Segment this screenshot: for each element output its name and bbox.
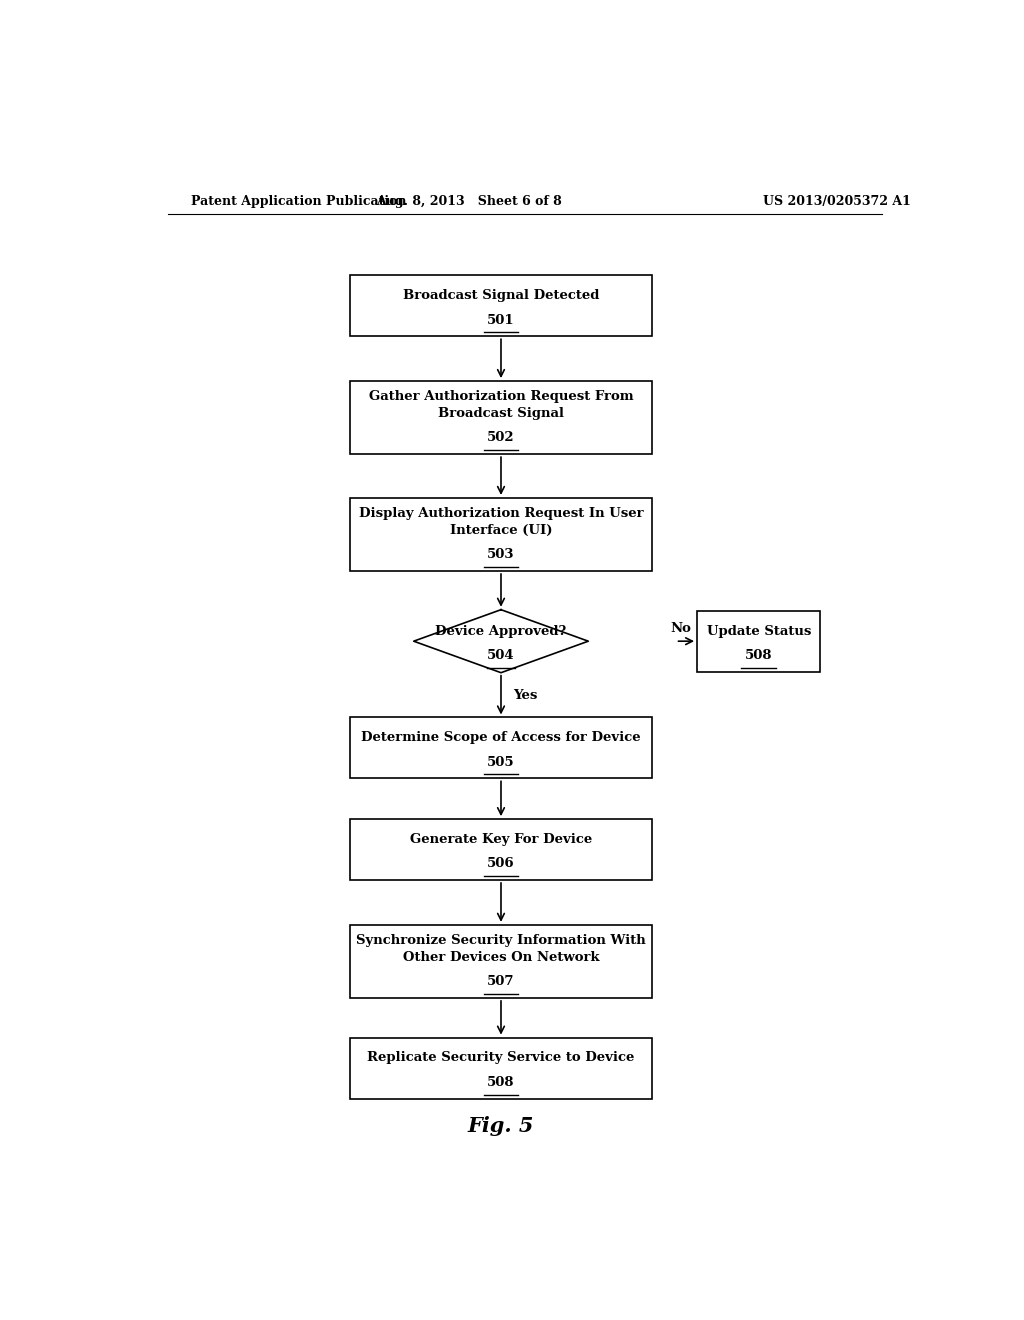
Text: 508: 508 [745,649,773,661]
FancyBboxPatch shape [350,818,651,880]
Polygon shape [414,610,588,673]
Text: Broadcast Signal Detected: Broadcast Signal Detected [402,289,599,302]
Text: Fig. 5: Fig. 5 [468,1115,535,1137]
FancyBboxPatch shape [697,611,820,672]
FancyBboxPatch shape [350,498,651,572]
Text: 504: 504 [487,649,515,661]
Text: US 2013/0205372 A1: US 2013/0205372 A1 [763,194,910,207]
Text: 503: 503 [487,548,515,561]
Text: Replicate Security Service to Device: Replicate Security Service to Device [368,1052,635,1064]
Text: Patent Application Publication: Patent Application Publication [191,194,407,207]
FancyBboxPatch shape [350,925,651,998]
FancyBboxPatch shape [350,1038,651,1098]
FancyBboxPatch shape [350,718,651,779]
Text: Generate Key For Device: Generate Key For Device [410,833,592,846]
Text: Update Status: Update Status [707,624,811,638]
Text: Synchronize Security Information With
Other Devices On Network: Synchronize Security Information With Ot… [356,935,646,964]
Text: No: No [671,622,691,635]
Text: Display Authorization Request In User
Interface (UI): Display Authorization Request In User In… [358,507,643,537]
FancyBboxPatch shape [350,276,651,337]
Text: Gather Authorization Request From
Broadcast Signal: Gather Authorization Request From Broadc… [369,391,633,420]
FancyBboxPatch shape [350,381,651,454]
Text: 508: 508 [487,1076,515,1089]
Text: 506: 506 [487,857,515,870]
Text: Yes: Yes [513,689,538,701]
Text: Determine Scope of Access for Device: Determine Scope of Access for Device [361,731,641,744]
Text: 502: 502 [487,432,515,445]
Text: Aug. 8, 2013   Sheet 6 of 8: Aug. 8, 2013 Sheet 6 of 8 [377,194,562,207]
Text: Device Approved?: Device Approved? [435,624,566,638]
Text: 507: 507 [487,975,515,989]
Text: 501: 501 [487,314,515,326]
Text: 505: 505 [487,755,515,768]
